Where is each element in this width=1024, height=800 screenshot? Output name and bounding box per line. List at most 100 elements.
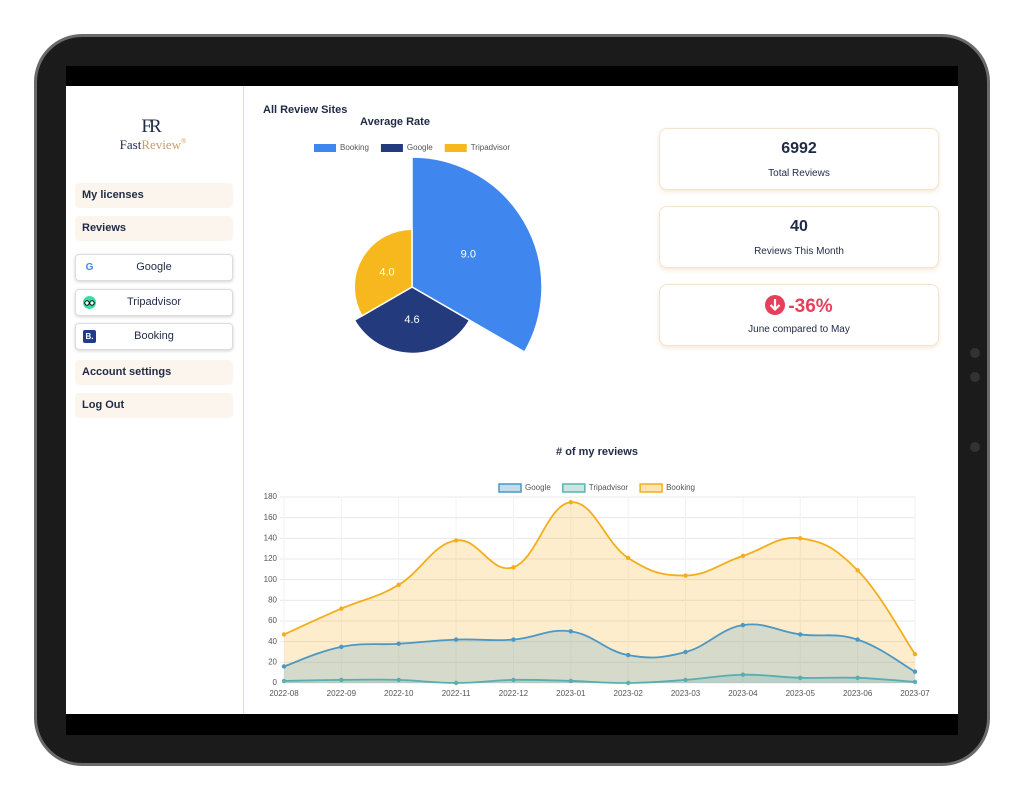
legend-swatch [562,483,586,493]
y-tick-label: 80 [268,595,277,604]
data-point [453,637,459,642]
data-point [625,652,631,658]
y-tick-label: 140 [264,533,278,542]
y-tick-label: 160 [264,513,278,522]
legend: Google Tripadvisor Booking [498,483,695,493]
legend-swatch [444,144,467,152]
logo-second: Review [141,137,182,152]
y-tick-label: 0 [273,678,278,687]
chart-title: Average Rate [360,116,430,128]
data-point [855,568,860,573]
site-button[interactable]: G Google [75,254,233,281]
data-point [798,675,803,681]
data-point [396,641,401,646]
data-point [855,675,860,681]
side-button [970,372,980,382]
stat-value: 6992 [781,140,817,157]
tripadvisor-icon [83,296,96,309]
data-point [281,678,287,684]
google-icon: G [85,262,94,273]
logo-mark: FR [141,116,161,137]
data-point [568,499,574,505]
data-point [453,538,459,543]
x-tick-label: 2023-05 [786,689,816,698]
charts: Average Rate Booking Google Tripadvisor 9.0 4… [264,116,931,698]
data-point [396,582,401,588]
legend: Booking Google Tripadvisor [314,143,510,152]
site-label: Tripadvisor [127,296,181,308]
x-tick-label: 2022-08 [269,689,299,698]
data-point [912,669,918,674]
legend-label: Booking [340,143,369,152]
area-fill [284,624,915,683]
site-label: Booking [134,330,174,342]
data-point [511,637,516,642]
stat-value: -36% [660,295,938,318]
menu-item[interactable]: Log Out [75,393,233,418]
logo-name: FastReview® [100,137,206,153]
side-button [970,442,980,452]
data-point [740,672,746,677]
legend-swatch [314,144,336,152]
menu-item[interactable]: Reviews [75,216,233,241]
stat-card: 6992 Total Reviews [659,128,939,190]
data-point [281,632,287,637]
legend-label: Google [407,143,433,152]
x-tick-label: 2023-03 [671,689,701,698]
legend-swatch [639,483,663,493]
series-line [283,673,916,684]
legend-label: Tripadvisor [589,483,629,492]
y-tick-label: 100 [264,575,278,584]
menu-item[interactable]: Account settings [75,360,233,385]
area-fill [284,502,915,683]
data-point [339,644,344,650]
data-point [568,678,574,684]
legend-swatch [380,144,403,152]
data-point [281,664,287,669]
data-point [625,680,631,686]
data-point [683,649,688,655]
y-tick-label: 60 [268,616,277,625]
stat-label: June compared to May [748,324,850,335]
logo-tm: ® [181,137,187,146]
x-tick-label: 2023-04 [728,689,758,698]
x-tick-label: 2022-11 [442,689,471,698]
site-button[interactable]: Tripadvisor [75,289,233,316]
stat-label: Reviews This Month [754,246,844,257]
legend-label: Booking [666,483,695,492]
trend-icon [765,295,786,315]
data-point [683,677,688,683]
stat-card: -36% June compared to May [659,284,939,346]
value-label: 9.0 [461,248,476,260]
y-tick-label: 180 [264,492,278,501]
side-button [970,348,980,358]
data-point [511,677,516,683]
menu-item[interactable]: My licenses [75,183,233,208]
x-tick-label: 2022-10 [384,689,414,698]
booking-icon: B. [83,330,96,343]
data-point [740,622,746,628]
polar-segment [353,228,413,317]
stat-card: 40 Reviews This Month [659,206,939,268]
legend-label: Google [525,483,551,492]
x-tick-label: 2023-02 [614,689,644,698]
value-label: 4.0 [379,266,394,278]
polar-segment [411,156,543,354]
logo-first: Fast [119,137,142,152]
data-point [339,677,344,683]
y-tick-label: 20 [268,657,277,666]
y-tick-label: 120 [264,554,278,563]
site-label: Google [136,261,172,273]
data-point [683,573,688,578]
site-button[interactable]: B. Booking [75,323,233,350]
area-fill [284,674,915,684]
x-tick-label: 2023-07 [900,689,930,698]
polar-segment [353,286,471,355]
data-point [912,651,918,657]
legend-swatch [498,483,522,493]
stat-value: 40 [790,218,808,235]
y-tick-label: 40 [268,637,277,646]
x-tick-label: 2023-01 [556,689,586,698]
chart-title: # of my reviews [556,446,638,458]
